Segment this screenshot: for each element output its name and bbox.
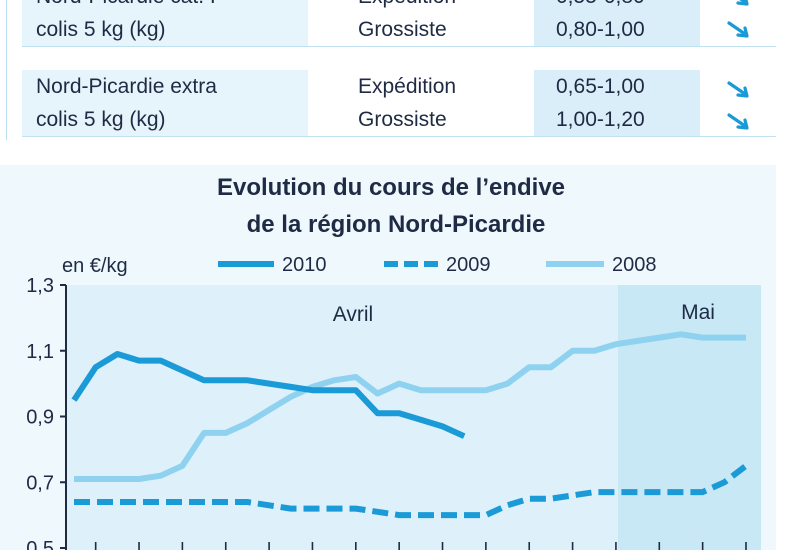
price-cell: 0,65-1,00 1,00-1,20 [534,70,700,136]
product-line: colis 5 kg (kg) [36,108,166,131]
price-range: 0,65-1,00 [556,75,645,98]
legend-label-2009: 2009 [446,254,491,276]
market-label: Grossiste [358,18,447,41]
market-label: Expédition [358,75,457,98]
chart-title-line-1: Evolution du cours de l’endive [217,174,565,201]
trend-down-icon [727,113,749,130]
market-cell: Expédition Grossiste [358,0,548,46]
product-cell: Nord-Picardie extra colis 5 kg (kg) [22,70,308,136]
row-divider [22,46,776,47]
y-tick-label: 1,1 [26,341,54,363]
may-band [618,285,761,550]
trend-cell [712,70,776,136]
price-range: 1,00-1,20 [556,108,645,131]
y-tick-label: 0,9 [26,407,54,429]
table-left-rule [6,0,7,140]
trend-down-icon [727,81,749,98]
market-label: Expédition [358,0,548,13]
period-label-avril: Avril [333,303,373,326]
price-range: 0,55-0,80 [534,0,700,13]
series-line-2008 [74,331,746,482]
product-line: Nord-Picardie cat. I [22,0,308,13]
chart-title-line-2: de la région Nord-Picardie [247,211,546,238]
trend-cell [712,0,776,46]
series-line-2009 [74,463,748,519]
product-cell: Nord-Picardie cat. I colis 5 kg (kg) [22,0,308,46]
market-cell: Expédition Grossiste [358,70,548,136]
y-tick-label: 0,7 [26,472,54,494]
product-line: Nord-Picardie extra [36,75,217,98]
price-cell: 0,55-0,80 0,80-1,00 [534,0,700,46]
legend-label-2010: 2010 [282,254,327,276]
product-line: colis 5 kg (kg) [36,18,166,41]
y-tick-label: 1,3 [26,275,54,297]
price-table: Nord-Picardie cat. I colis 5 kg (kg) Exp… [0,0,800,140]
price-range: 0,80-1,00 [556,18,645,41]
legend-label-2008: 2008 [612,254,657,276]
table-row: Nord-Picardie extra colis 5 kg (kg) Expé… [22,70,776,136]
y-axis-label: en €/kg [62,255,128,277]
y-tick-label: 0,5 [26,538,54,550]
series-line-2010 [71,351,466,439]
trend-down-icon [727,21,749,38]
row-divider [22,136,776,137]
trend-down-icon [736,0,749,6]
table-row: Nord-Picardie cat. I colis 5 kg (kg) Exp… [22,0,776,46]
period-label-mai: Mai [681,301,715,324]
market-label: Grossiste [358,108,447,131]
